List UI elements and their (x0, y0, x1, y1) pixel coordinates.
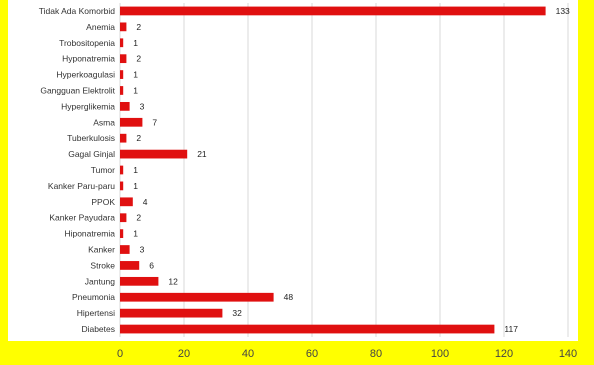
bar (120, 245, 130, 254)
category-label: Hyperkoagulasi (56, 70, 115, 80)
value-label: 12 (168, 276, 178, 286)
value-label: 1 (133, 85, 138, 95)
value-label: 1 (133, 38, 138, 48)
x-tick-label: 120 (495, 348, 513, 360)
category-label: Diabetes (81, 324, 115, 334)
category-label: Gangguan Elektrolit (40, 85, 115, 95)
value-label: 4 (143, 197, 148, 207)
x-tick-label: 40 (242, 348, 254, 360)
value-label: 1 (133, 70, 138, 80)
category-label: Trobositopenia (59, 38, 115, 48)
bar (120, 181, 124, 191)
category-label: Gagal Ginjal (68, 149, 115, 159)
bar (120, 117, 143, 127)
value-label: 2 (136, 213, 141, 223)
value-label: 2 (136, 133, 141, 143)
value-label: 1 (133, 165, 138, 175)
bar (120, 261, 140, 270)
category-label: Tumor (91, 165, 115, 175)
bar (120, 165, 124, 175)
value-label: 7 (152, 117, 157, 127)
value-label: 48 (284, 292, 294, 302)
value-label: 117 (504, 324, 518, 334)
bar (120, 276, 159, 286)
bar (120, 22, 127, 32)
value-label: 1 (133, 229, 138, 239)
bar (120, 133, 127, 143)
bar (120, 70, 124, 79)
category-label: Hiponatremia (64, 229, 115, 239)
value-label: 2 (136, 54, 141, 64)
x-tick-label: 0 (117, 348, 123, 360)
category-label: Tidak Ada Komorbid (39, 6, 115, 16)
value-label: 1 (133, 181, 138, 191)
bar (120, 86, 124, 95)
bar (120, 213, 127, 223)
x-tick-label: 20 (178, 348, 190, 360)
bar (120, 102, 130, 111)
category-label: Anemia (86, 22, 115, 32)
category-label: Hyperglikemia (61, 101, 115, 111)
bar (120, 197, 133, 207)
bar (120, 324, 495, 334)
category-label: Asma (93, 117, 115, 127)
value-label: 3 (140, 101, 145, 111)
value-label: 3 (140, 245, 145, 255)
x-tick-label: 140 (559, 348, 577, 360)
category-label: PPOK (91, 197, 115, 207)
bar (120, 38, 124, 48)
value-label: 2 (136, 22, 141, 32)
value-label: 32 (232, 308, 242, 318)
category-label: Jantung (85, 276, 116, 286)
category-label: Tuberkulosis (67, 133, 115, 143)
x-tick-label: 60 (306, 348, 318, 360)
bar (120, 292, 274, 302)
category-label: Pneumonia (72, 292, 115, 302)
category-label: Kanker (88, 245, 115, 255)
bar (120, 54, 127, 64)
category-label: Kanker Paru-paru (48, 181, 115, 191)
category-label: Hipertensi (77, 308, 115, 318)
x-tick-label: 100 (431, 348, 449, 360)
category-label: Stroke (90, 260, 115, 270)
category-label: Hyponatremia (62, 54, 115, 64)
bar (120, 308, 223, 318)
bar (120, 6, 546, 16)
category-label: Kanker Payudara (49, 213, 115, 223)
value-label: 21 (197, 149, 207, 159)
bar (120, 149, 188, 159)
value-label: 133 (556, 6, 570, 16)
value-label: 6 (149, 260, 154, 270)
x-tick-label: 80 (370, 348, 382, 360)
bar (120, 229, 124, 238)
plot-background (8, 0, 578, 341)
